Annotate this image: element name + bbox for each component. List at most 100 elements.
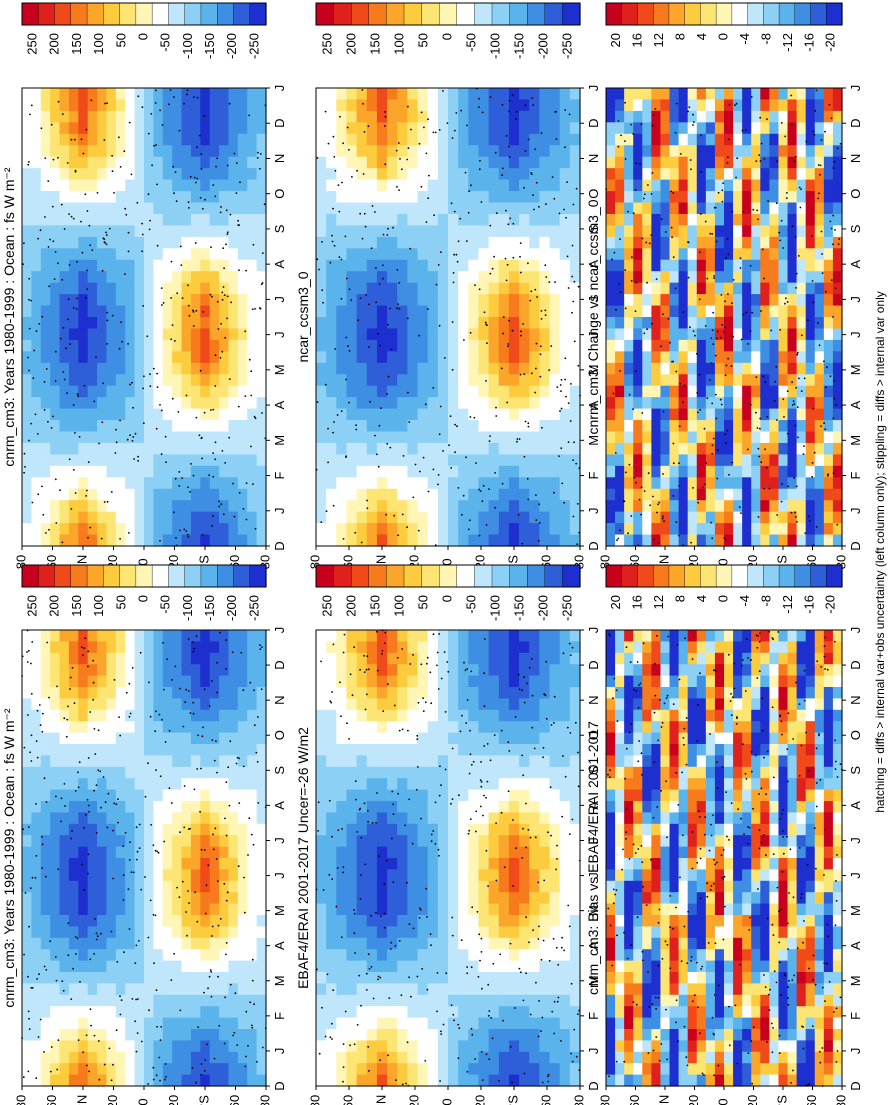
heatmap-cell <box>200 534 211 547</box>
heatmap-cell <box>22 431 32 444</box>
stipple-dot <box>454 423 456 426</box>
stipple-dot <box>244 1065 247 1068</box>
stipple-dot <box>38 973 40 976</box>
heatmap-cell <box>78 994 89 1007</box>
heatmap-cell <box>78 534 89 547</box>
heatmap-cell <box>31 1051 42 1064</box>
stipple-dot <box>103 1063 106 1066</box>
colorbar-label: 200 <box>343 33 358 55</box>
heatmap-cell <box>478 374 490 387</box>
heatmap-cell <box>387 374 398 387</box>
stipple-dot <box>38 704 41 706</box>
stipple-dot <box>466 124 468 127</box>
heatmap-cell <box>228 732 239 745</box>
heatmap-cell <box>228 744 239 756</box>
heatmap-cell <box>237 915 248 927</box>
heatmap-cell <box>134 213 145 226</box>
heatmap-cell <box>97 778 108 791</box>
stipple-dot <box>520 334 522 337</box>
heatmap-cell <box>144 488 154 501</box>
stipple-dot <box>348 349 351 352</box>
heatmap-cell <box>397 488 408 501</box>
heatmap-cell <box>356 983 368 996</box>
stipple-dot <box>67 298 70 301</box>
heatmap-cell <box>237 454 248 467</box>
heatmap-cell <box>247 812 258 825</box>
heatmap-cell <box>247 534 258 547</box>
heatmap-cell <box>115 755 126 768</box>
stipple-dot <box>483 311 486 314</box>
heatmap-cell <box>181 732 192 745</box>
stipple-dot <box>365 294 367 296</box>
heatmap-cell <box>78 835 89 848</box>
heatmap-cell <box>256 477 267 490</box>
heatmap-cell <box>519 213 530 226</box>
stipple-dot <box>438 129 441 131</box>
heatmap-cell <box>346 732 358 745</box>
stipple-dot <box>511 329 514 332</box>
heatmap-cell <box>417 133 429 146</box>
heatmap-cell <box>326 972 337 984</box>
stipple-dot <box>224 817 226 820</box>
stipple-dot <box>453 210 456 213</box>
colorbar-label: -200 <box>224 595 239 621</box>
heatmap-cell <box>209 488 220 501</box>
stipple-dot <box>110 930 113 933</box>
heatmap-cell <box>569 523 581 536</box>
heatmap-cell <box>31 282 42 295</box>
heatmap-cell <box>59 488 70 501</box>
heatmap-cell <box>219 133 230 146</box>
heatmap-cell <box>209 1063 220 1076</box>
heatmap-cell <box>316 1017 327 1030</box>
month-label: S <box>586 224 601 233</box>
heatmap-cell <box>488 534 500 547</box>
heatmap-cell <box>31 1017 42 1030</box>
heatmap-cell <box>50 477 61 490</box>
heatmap-cell <box>519 442 530 455</box>
heatmap-cell <box>326 1029 337 1041</box>
stipple-dot <box>252 483 254 485</box>
heatmap-cell <box>106 442 117 455</box>
heatmap-cell <box>200 145 211 158</box>
heatmap-cell <box>31 236 42 249</box>
heatmap-cell <box>549 385 561 398</box>
heatmap-cell <box>247 721 258 734</box>
heatmap-cell <box>488 236 500 249</box>
heatmap-cell <box>181 755 192 768</box>
heatmap-cell <box>200 1006 211 1019</box>
heatmap-cell <box>219 477 230 490</box>
heatmap-cell <box>316 1051 327 1064</box>
heatmap-cell <box>144 972 154 984</box>
heatmap-cell <box>59 213 70 226</box>
heatmap-cell <box>346 122 358 135</box>
heatmap-cell <box>247 374 258 387</box>
heatmap-cell <box>356 408 368 421</box>
colorbar-swatch <box>38 2 56 26</box>
heatmap-cell <box>190 133 201 146</box>
heatmap-cell <box>498 317 510 330</box>
heatmap-cell <box>40 994 51 1007</box>
colorbar-swatch <box>54 2 72 26</box>
heatmap-cell <box>190 687 201 699</box>
heatmap-cell <box>144 156 154 169</box>
stipple-dot <box>334 348 337 350</box>
colorbar-label: 200 <box>47 595 62 617</box>
heatmap-cell <box>387 801 398 813</box>
heatmap-cell <box>437 652 449 665</box>
heatmap-cell <box>125 122 136 135</box>
heatmap-cell <box>247 88 258 101</box>
stipple-dot <box>30 422 33 425</box>
heatmap-cell <box>115 523 126 536</box>
stipple-dot <box>541 426 543 429</box>
heatmap-cell <box>153 397 164 410</box>
heatmap-cell <box>200 675 211 688</box>
heatmap-cell <box>78 339 89 352</box>
heatmap-cell <box>417 317 429 330</box>
stipple-dot <box>86 269 89 272</box>
heatmap-cell <box>22 698 32 711</box>
heatmap-cell <box>78 156 89 169</box>
heatmap-cell <box>190 994 201 1007</box>
stipple-dot <box>83 826 85 829</box>
stipple-dot <box>152 913 155 916</box>
